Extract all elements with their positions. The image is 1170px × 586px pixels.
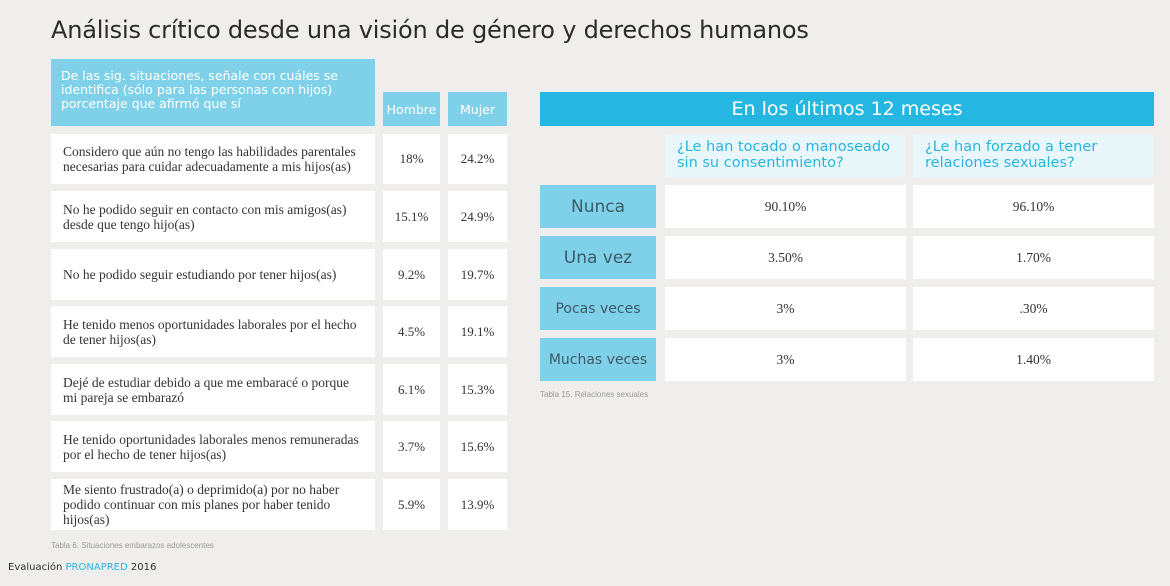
table-cell-hombre: 18% (383, 134, 440, 184)
col-header-touched: ¿Le han tocado o manoseado sin su consen… (665, 135, 906, 177)
table-cell: 96.10% (913, 185, 1154, 228)
table-cell-hombre: 6.1% (383, 364, 440, 415)
table-row-question: Me siento frustrado(a) o deprimido(a) po… (51, 479, 375, 530)
table-cell-hombre: 15.1% (383, 191, 440, 242)
table-cell-mujer: 19.7% (448, 249, 507, 300)
table-cell-mujer: 24.2% (448, 134, 507, 184)
table-caption: Tabla 6. Situaciones embarazos adolescen… (51, 541, 214, 550)
question-header: De las sig. situaciones, señale con cuál… (51, 59, 375, 126)
table-row-question: Dejé de estudiar debido a que me embarac… (51, 364, 375, 415)
table-cell-hombre: 5.9% (383, 479, 440, 530)
table-cell-mujer: 15.3% (448, 364, 507, 415)
row-label-una-vez: Una vez (540, 236, 656, 279)
row-label-nunca: Nunca (540, 185, 656, 228)
table-cell-hombre: 4.5% (383, 306, 440, 357)
table-cell-mujer: 24.9% (448, 191, 507, 242)
table-cell: 3% (665, 287, 906, 330)
row-label-muchas-veces: Muchas veces (540, 338, 656, 381)
table-row-question: He tenido oportunidades laborales menos … (51, 421, 375, 472)
table-cell: 90.10% (665, 185, 906, 228)
table-cell: 1.40% (913, 338, 1154, 381)
table-cell-mujer: 13.9% (448, 479, 507, 530)
page-title: Análisis crítico desde una visión de gén… (51, 16, 809, 44)
row-label-pocas-veces: Pocas veces (540, 287, 656, 330)
table-cell: 1.70% (913, 236, 1154, 279)
right-table-header: En los últimos 12 meses (540, 92, 1154, 126)
table-caption: Tabla 15. Relaciones sexuales (540, 390, 649, 399)
table-row-question: Considero que aún no tengo las habilidad… (51, 134, 375, 184)
table-cell: 3.50% (665, 236, 906, 279)
table-cell-mujer: 19.1% (448, 306, 507, 357)
table-cell-hombre: 3.7% (383, 421, 440, 472)
col-header-mujer: Mujer (448, 92, 507, 126)
footer: Evaluación PRONAPRED 2016 (8, 562, 156, 573)
table-cell: .30% (913, 287, 1154, 330)
table-cell-mujer: 15.6% (448, 421, 507, 472)
table-row-question: He tenido menos oportunidades laborales … (51, 306, 375, 357)
table-row-question: No he podido seguir en contacto con mis … (51, 191, 375, 242)
footer-prefix: Evaluación (8, 562, 63, 573)
table-row-question: No he podido seguir estudiando por tener… (51, 249, 375, 300)
table-cell: 3% (665, 338, 906, 381)
footer-year: 2016 (130, 562, 157, 573)
col-header-forced: ¿Le han forzado a tener relaciones sexua… (913, 135, 1154, 177)
footer-brand: PRONAPRED (65, 562, 128, 573)
table-cell-hombre: 9.2% (383, 249, 440, 300)
col-header-hombre: Hombre (383, 92, 440, 126)
